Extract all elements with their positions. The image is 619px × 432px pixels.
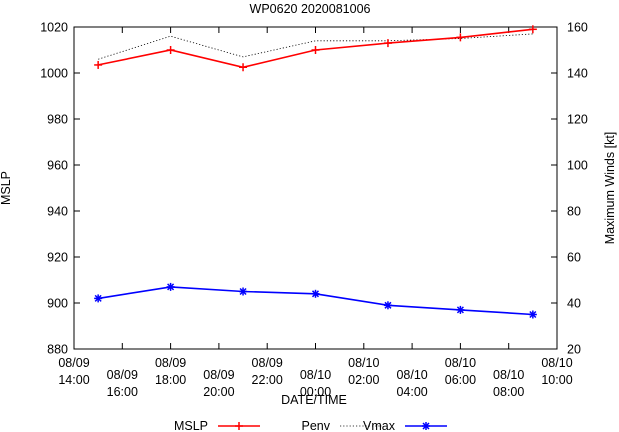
legend: MSLP Penv Vmax — [174, 419, 447, 432]
legend-marker-mslp — [235, 422, 243, 430]
x-tick-label-time: 00:00 — [300, 385, 331, 399]
y-tick-label-right: 140 — [567, 67, 588, 81]
data-point-vmax-d2 — [384, 301, 392, 309]
data-point-vmax-d2 — [456, 306, 464, 314]
x-tick-label-date: 08/09 — [203, 368, 234, 382]
data-point-mslp — [456, 33, 465, 42]
x-tick-label-date: 08/09 — [252, 356, 283, 370]
y-tick-label-right: 20 — [567, 343, 581, 357]
data-point-mslp — [239, 63, 248, 72]
data-point-vmax — [239, 287, 248, 296]
x-tick-label-date: 08/10 — [396, 368, 427, 382]
y-tick-label-right: 40 — [567, 297, 581, 311]
data-point-vmax — [166, 282, 175, 291]
x-tick-label-time: 18:00 — [155, 373, 186, 387]
y-tick-label-left: 1000 — [40, 67, 68, 81]
y-tick-label-left: 880 — [47, 343, 68, 357]
legend-marker-vmax-d2 — [422, 422, 430, 430]
series-layer — [94, 25, 537, 319]
x-tick-label-time: 04:00 — [396, 385, 427, 399]
data-point-mslp — [311, 46, 320, 54]
data-point-vmax — [528, 310, 537, 319]
data-point-vmax — [94, 294, 103, 303]
data-point-vmax-d2 — [94, 294, 102, 302]
legend-label-penv: Penv — [302, 419, 331, 432]
axes: 880 900 920 940 960 980 1000 1020 20 40 60 80 100 120… — [40, 21, 588, 400]
x-axis-label: DATE/TIME — [281, 393, 347, 407]
y-tick-label-right: 120 — [567, 113, 588, 127]
y-tick-label-left: 940 — [47, 205, 68, 219]
x-tick-label-date: 08/10 — [541, 356, 572, 370]
legend-label-mslp: MSLP — [174, 419, 208, 432]
y-tick-label-left: 1020 — [40, 21, 68, 35]
x-tick-label-time: 14:00 — [58, 373, 89, 387]
legend-label-vmax: Vmax — [363, 419, 396, 432]
y-tick-label-right: 160 — [567, 21, 588, 35]
y-tick-label-left: 960 — [47, 159, 68, 173]
plot-frame — [73, 26, 558, 350]
y-tick-label-right: 80 — [567, 205, 581, 219]
data-point-vmax — [383, 301, 392, 310]
x-tick-label-date: 08/10 — [445, 356, 476, 370]
x-tick-label-date: 08/10 — [348, 356, 379, 370]
x-tick-label-time: 08:00 — [493, 385, 524, 399]
x-tick-label-time: 02:00 — [348, 373, 379, 387]
data-point-vmax-d2 — [167, 283, 175, 291]
x-tick-label-date: 08/09 — [58, 356, 89, 370]
y-tick-label-left: 980 — [47, 113, 68, 127]
x-tick-label-time: 22:00 — [252, 373, 283, 387]
x-tick-label-date: 08/10 — [493, 368, 524, 382]
legend-marker-vmax — [422, 422, 430, 430]
data-point-vmax-d2 — [529, 310, 537, 319]
x-tick-label-time: 10:00 — [541, 373, 572, 387]
y-tick-label-left: 920 — [47, 251, 68, 265]
y-axis-label-left: MSLP — [0, 171, 13, 205]
data-point-vmax — [456, 305, 465, 314]
data-point-mslp — [94, 60, 103, 69]
x-tick-label-time: 16:00 — [107, 385, 138, 399]
data-point-mslp — [528, 25, 537, 34]
data-point-vmax — [311, 289, 320, 298]
data-point-vmax-d2 — [239, 287, 247, 296]
data-point-mslp — [166, 46, 175, 54]
y-tick-label-right: 60 — [567, 251, 581, 265]
chart-title: WP0620 2020081006 — [250, 2, 371, 16]
x-tick-label-date: 08/10 — [300, 368, 331, 382]
y-tick-label-left: 900 — [47, 297, 68, 311]
data-point-mslp — [383, 39, 392, 48]
y-tick-label-right: 100 — [567, 159, 588, 173]
x-tick-label-date: 08/09 — [155, 356, 186, 370]
y-axis-label-right: Maximum Winds [kt] — [603, 132, 617, 245]
data-point-vmax-d2 — [311, 290, 320, 298]
x-tick-label-time: 06:00 — [445, 373, 476, 387]
x-tick-label-time: 20:00 — [203, 385, 234, 399]
x-tick-label-date: 08/09 — [107, 368, 138, 382]
